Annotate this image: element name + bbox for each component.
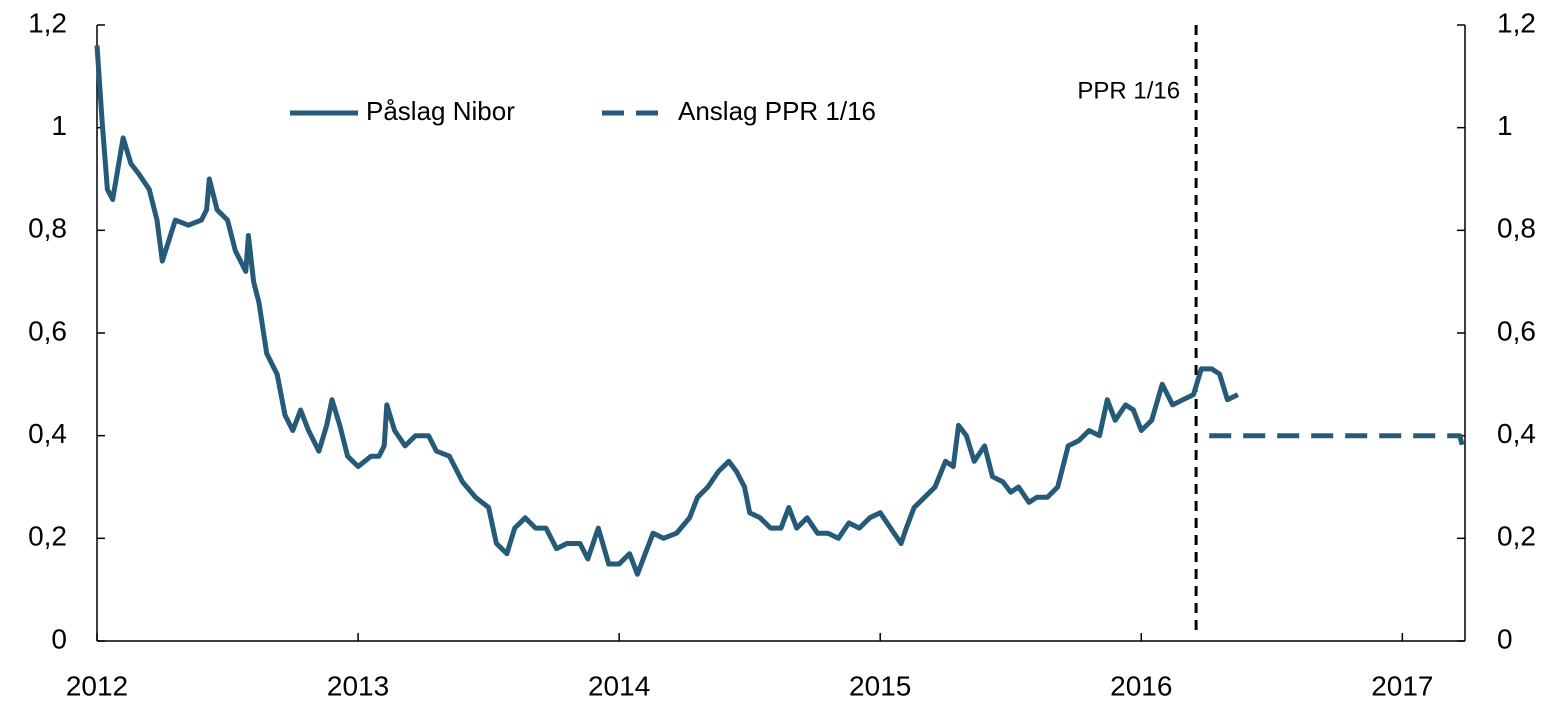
y2-tick-label: 0,6 (1497, 315, 1536, 346)
x-tick-label: 2016 (1110, 670, 1172, 701)
x-tick-label: 2012 (66, 670, 128, 701)
annotation-text: PPR 1/16 (1077, 77, 1180, 104)
y2-tick-label: 1,2 (1497, 7, 1536, 38)
legend-label: Anslag PPR 1/16 (678, 96, 876, 126)
y2-tick-label: 0 (1497, 623, 1513, 654)
x-tick-label: 2013 (327, 670, 389, 701)
y-tick-label: 0 (51, 623, 67, 654)
y-tick-label: 1 (51, 110, 67, 141)
y-tick-label: 1,2 (28, 7, 67, 38)
x-tick-label: 2017 (1371, 670, 1433, 701)
series-line (94, 45, 1239, 577)
y2-tick-label: 0,2 (1497, 521, 1536, 552)
y-tick-label: 0,4 (28, 418, 67, 449)
legend-label: Påslag Nibor (366, 96, 515, 126)
y2-tick-label: 1 (1497, 110, 1513, 141)
y-tick-label: 0,8 (28, 213, 67, 244)
y-tick-label: 0,6 (28, 315, 67, 346)
x-tick-label: 2014 (588, 670, 650, 701)
series-line (1209, 433, 1468, 457)
x-tick-label: 2015 (849, 670, 911, 701)
y2-tick-label: 0,4 (1497, 418, 1536, 449)
y-tick-label: 0,2 (28, 521, 67, 552)
y2-tick-label: 0,8 (1497, 213, 1536, 244)
